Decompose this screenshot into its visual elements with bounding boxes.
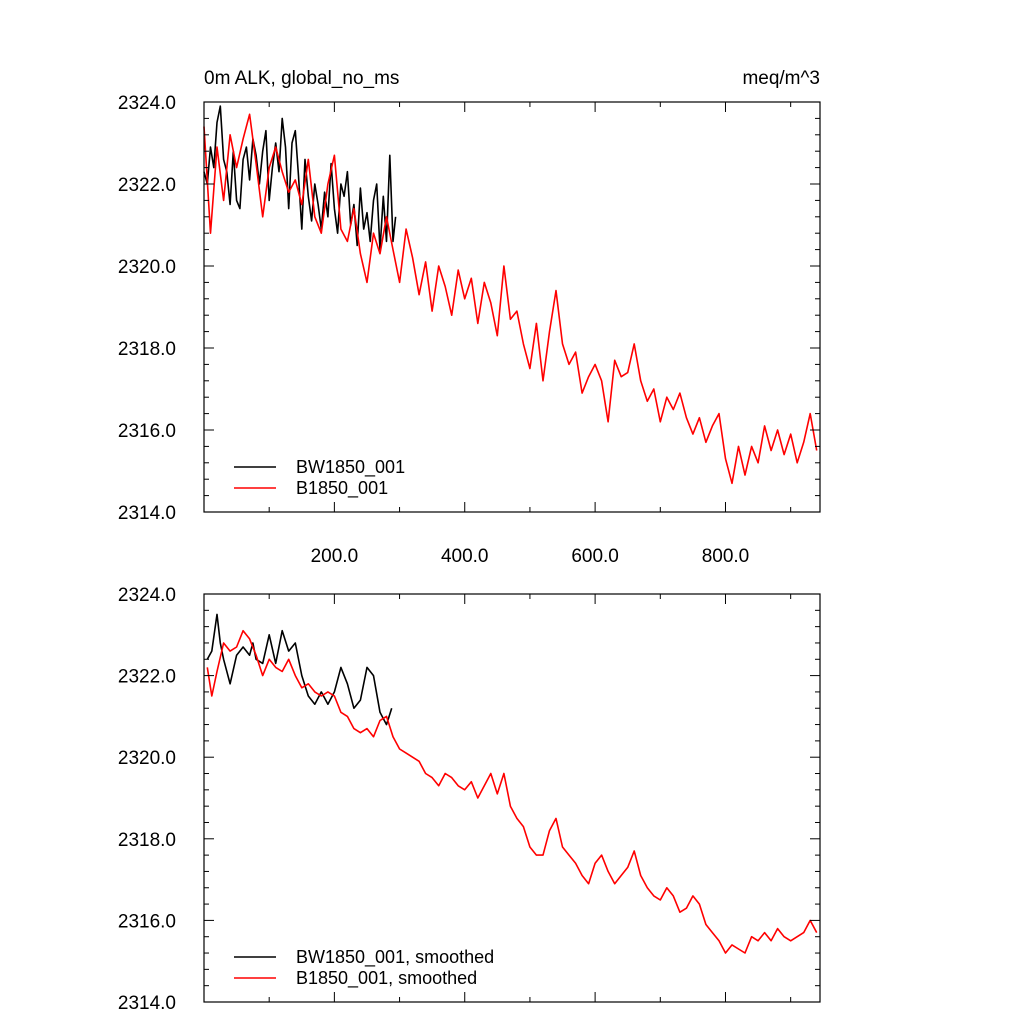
plot-frame [203, 101, 821, 513]
x-tick-label: 800.0 [702, 546, 750, 567]
legend-label: BW1850_001 [296, 457, 405, 478]
y-tick-label: 2322.0 [118, 175, 176, 196]
top-panel: 2314.0 2316.0 2318.0 2320.0 2322.0 2324.0 200.… [118, 93, 821, 567]
series-line-bw1850 [203, 105, 397, 251]
plot-frame [203, 593, 821, 1003]
x-tick-label: 200.0 [311, 546, 359, 567]
series-line-b1850 [206, 629, 818, 954]
bottom-panel: 2314.0 2316.0 2318.0 2320.0 2322.0 2324.0 BW18… [118, 585, 821, 1014]
y-tick-label: 2316.0 [118, 421, 176, 442]
legend-label: B1850_001, smoothed [296, 968, 477, 989]
y-tick-label: 2324.0 [118, 585, 176, 606]
chart-units: meq/m^3 [742, 68, 820, 89]
y-tick-label: 2320.0 [118, 748, 176, 769]
y-tick-label: 2316.0 [118, 911, 176, 932]
chart-title: 0m ALK, global_no_ms [204, 68, 399, 89]
y-tick-label: 2314.0 [118, 503, 176, 524]
x-tick-label: 400.0 [441, 546, 489, 567]
legend-label: BW1850_001, smoothed [296, 947, 494, 968]
y-tick-label: 2324.0 [118, 93, 176, 114]
x-tick-label: 600.0 [571, 546, 619, 567]
series-line-b1850 [203, 113, 818, 485]
y-tick-label: 2320.0 [118, 257, 176, 278]
y-tick-label: 2318.0 [118, 830, 176, 851]
y-tick-label: 2322.0 [118, 667, 176, 688]
y-tick-label: 2314.0 [118, 993, 176, 1014]
y-tick-label: 2318.0 [118, 339, 176, 360]
legend-label: B1850_001 [296, 478, 388, 499]
series-line-bw1850 [206, 613, 393, 726]
